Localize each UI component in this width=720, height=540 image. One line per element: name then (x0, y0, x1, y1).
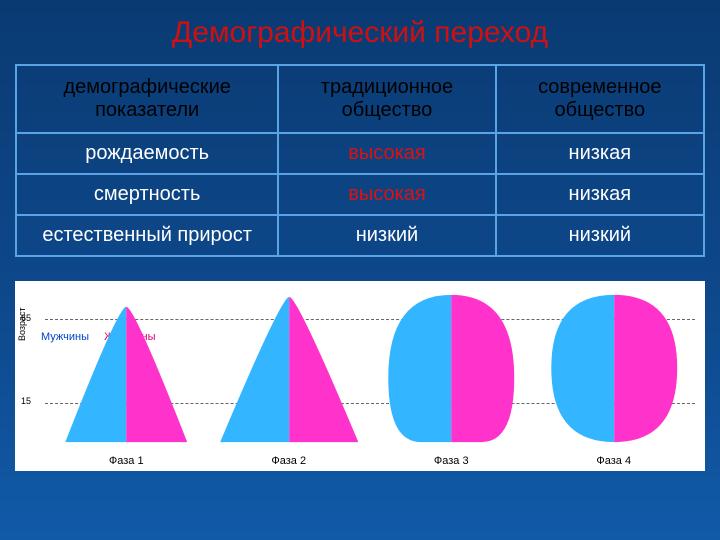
x-label-1: Фаза 1 (45, 455, 208, 467)
row-label: рождаемость (16, 133, 278, 174)
table-row: рождаемость высокая низкая (16, 133, 704, 174)
male-shape (388, 295, 451, 442)
x-label-3: Фаза 3 (370, 455, 533, 467)
x-label-2: Фаза 2 (208, 455, 371, 467)
male-shape (551, 295, 614, 442)
pyramid-chart: Возраст 65 15 Мужчины Женщины (15, 281, 705, 471)
table-row: смертность высокая низкая (16, 174, 704, 215)
female-shape (614, 295, 677, 442)
male-shape (220, 297, 289, 442)
female-shape (126, 307, 187, 442)
x-axis-labels: Фаза 1 Фаза 2 Фаза 3 Фаза 4 (45, 455, 695, 467)
col-header-2: современное общество (496, 65, 704, 133)
row-cell: высокая (278, 174, 495, 215)
y-tick-15: 15 (21, 396, 31, 406)
demographics-table: демографические показатели традиционное … (15, 64, 705, 257)
row-cell: высокая (278, 133, 495, 174)
row-cell: низкая (496, 174, 704, 215)
col-header-1: традиционное общество (278, 65, 495, 133)
row-cell: низкий (496, 215, 704, 256)
row-label: естественный прирост (16, 215, 278, 256)
page-title: Демографический переход (0, 0, 720, 64)
x-label-4: Фаза 4 (533, 455, 696, 467)
panel-phase-2 (208, 289, 371, 447)
row-label: смертность (16, 174, 278, 215)
female-shape (289, 297, 358, 442)
y-tick-65: 65 (21, 313, 31, 323)
table-header-row: демографические показатели традиционное … (16, 65, 704, 133)
row-cell: низкий (278, 215, 495, 256)
panel-phase-1 (45, 289, 208, 447)
pyramid-panels (45, 289, 695, 447)
row-cell: низкая (496, 133, 704, 174)
panel-phase-4 (533, 289, 696, 447)
col-header-0: демографические показатели (16, 65, 278, 133)
panel-phase-3 (370, 289, 533, 447)
female-shape (451, 295, 514, 442)
table-row: естественный прирост низкий низкий (16, 215, 704, 256)
male-shape (65, 307, 126, 442)
